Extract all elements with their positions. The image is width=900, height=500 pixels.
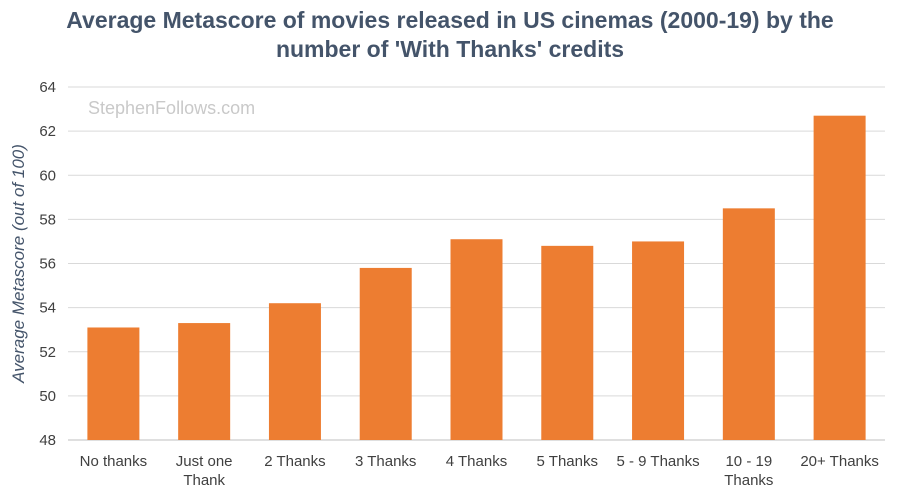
y-tick-label: 60 — [39, 167, 56, 184]
y-tick-label: 56 — [39, 256, 56, 273]
y-tick-label: 52 — [39, 344, 56, 361]
y-axis-title: Average Metascore (out of 100) — [9, 144, 28, 384]
x-tick-label: 10 - 19 — [725, 453, 772, 470]
x-tick-label: Just one — [176, 453, 233, 470]
x-tick-label: 5 - 9 Thanks — [617, 453, 700, 470]
bar — [87, 327, 140, 440]
bar — [541, 245, 594, 440]
bar — [632, 241, 685, 440]
x-tick-label: 2 Thanks — [264, 453, 325, 470]
bar — [450, 239, 503, 440]
x-tick-label: 5 Thanks — [537, 453, 598, 470]
y-tick-label: 50 — [39, 388, 56, 405]
y-tick-label: 62 — [39, 123, 56, 140]
x-tick-label: 4 Thanks — [446, 453, 507, 470]
bar — [813, 115, 866, 441]
y-tick-label: 58 — [39, 211, 56, 228]
x-tick-label: 3 Thanks — [355, 453, 416, 470]
chart-title: Average Metascore of movies released in … — [66, 7, 834, 62]
bar — [722, 208, 775, 440]
bar — [359, 267, 412, 440]
y-tick-label: 64 — [39, 79, 56, 96]
bar — [268, 303, 321, 440]
y-tick-label: 54 — [39, 300, 56, 317]
y-tick-label: 48 — [39, 432, 56, 449]
x-tick-label: Thanks — [724, 472, 773, 489]
watermark: StephenFollows.com — [88, 98, 256, 118]
x-tick-label: 20+ Thanks — [800, 453, 879, 470]
x-tick-label: Thank — [183, 472, 225, 489]
bar — [178, 323, 231, 440]
x-tick-label: No thanks — [80, 453, 148, 470]
